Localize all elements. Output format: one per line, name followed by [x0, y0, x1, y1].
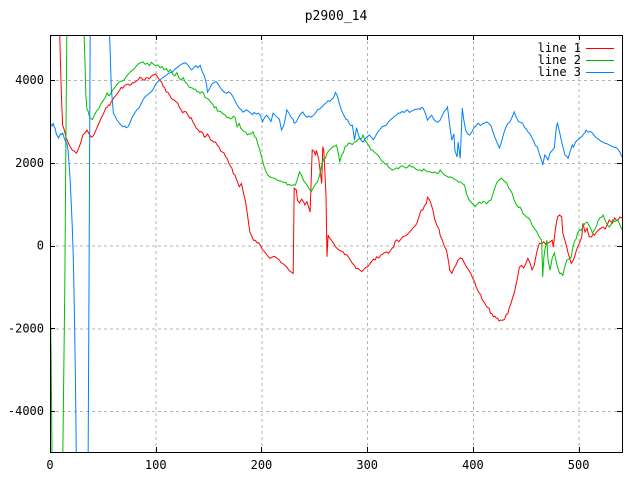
x-tick-label: 300 — [356, 458, 378, 472]
y-tick-label: 0 — [37, 239, 44, 253]
y-tick-label: -4000 — [8, 404, 44, 418]
series-line-1 — [59, 35, 622, 322]
series-line-2 — [50, 35, 622, 452]
series-line-3 — [50, 35, 622, 452]
x-tick-label: 100 — [145, 458, 167, 472]
legend-label-1: line 1 — [538, 41, 581, 55]
x-tick-label: 400 — [462, 458, 484, 472]
plot-border — [50, 35, 623, 453]
y-tick-label: -2000 — [8, 321, 44, 335]
y-tick-label: 2000 — [15, 156, 44, 170]
legend-label-2: line 2 — [538, 53, 581, 67]
x-tick-label: 200 — [251, 458, 273, 472]
x-tick-label: 0 — [46, 458, 53, 472]
x-tick-label: 500 — [568, 458, 590, 472]
chart-title: p2900_14 — [305, 9, 368, 24]
legend-label-3: line 3 — [538, 65, 581, 79]
y-tick-label: 4000 — [15, 73, 44, 87]
